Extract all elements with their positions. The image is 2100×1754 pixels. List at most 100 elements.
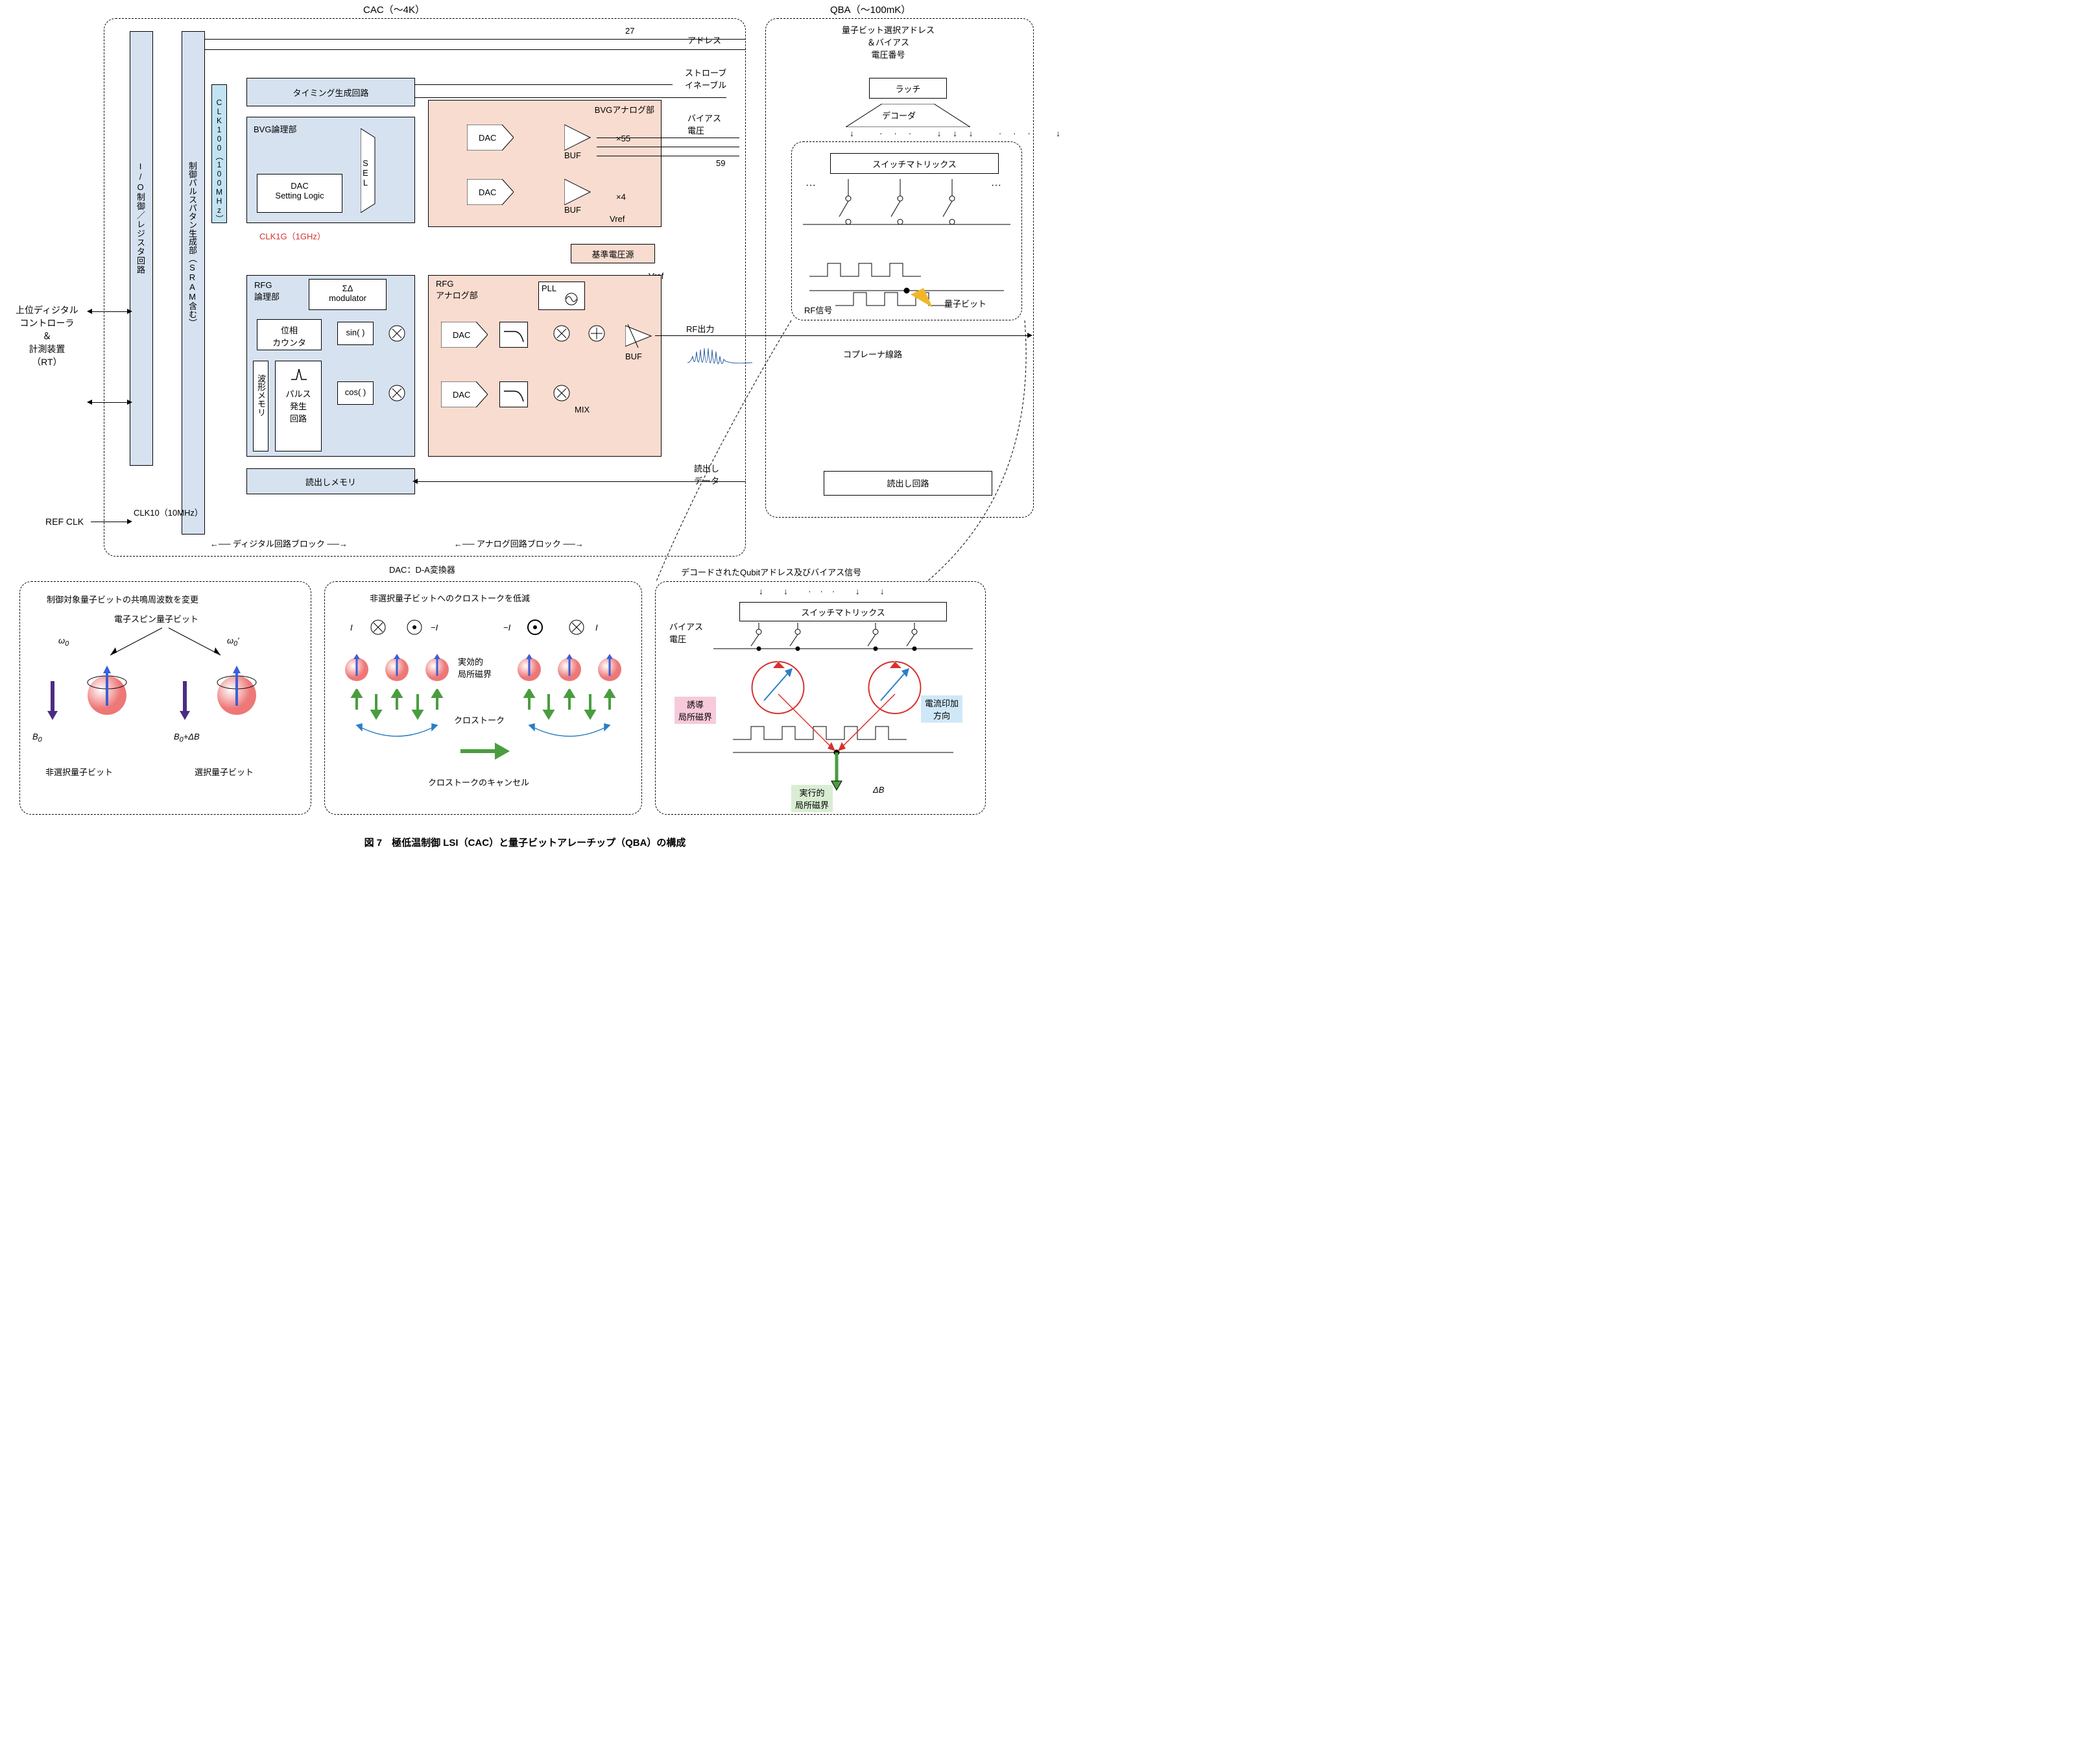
vref-label1: Vref [610, 214, 625, 224]
out-buf-label: BUF [625, 352, 642, 361]
rf-burst-icon [687, 346, 752, 379]
otimes-1 [370, 619, 387, 636]
qba-title: QBA（～100mK） [830, 3, 911, 16]
sel-qubit-label: 選択量子ビット [195, 765, 254, 778]
I1: I [350, 623, 353, 632]
omega0: ω0 [58, 636, 69, 648]
bus-address-label: アドレス [687, 34, 721, 46]
b0-label: B0 [32, 732, 42, 744]
qba-addr-label: 量子ビット選択アドレス ＆バイアス 電圧番号 [842, 23, 935, 60]
dac-setting-label: DAC Setting Logic [257, 181, 342, 200]
deltaB-label: ΔB [873, 785, 884, 795]
decoder-label: デコーダ [882, 109, 916, 121]
pll-label: PLL [542, 283, 556, 293]
sin-block: sin( ) [337, 322, 374, 345]
unsel-qubit-label: 非選択量子ビット [45, 765, 113, 778]
analog-block-label: ←── アナログ回路ブロック ──→ [454, 537, 584, 549]
mI1: −I [431, 623, 438, 632]
io-block: I/O制御／レジスタ回路 [130, 31, 153, 466]
bus-strobe-label: ストローブイネーブル [685, 66, 726, 91]
buf2 [564, 179, 597, 205]
mix1-icon [553, 324, 571, 342]
crosstalk-label: クロストーク [454, 714, 505, 726]
buf1 [564, 125, 597, 150]
digital-block-label: ←── ディジタル回路ブロック ──→ [210, 537, 348, 549]
switch-matrix-2: スイッチマトリックス [739, 602, 947, 621]
bvg-logic-label: BVG論理部 [254, 123, 296, 135]
bus-readout-label: 読出し データ [694, 462, 719, 487]
timing-block: タイミング生成回路 [246, 78, 415, 106]
wave-mem-label: 波形メモリ [255, 374, 267, 416]
rfg-analog-label: RFG アナログ部 [436, 279, 478, 301]
pll-block: PLL [538, 282, 585, 310]
effective-field-label: 実効的 局所磁界 [458, 655, 492, 680]
vref-block-label: 基準電圧源 [571, 248, 654, 260]
b0db-label: B0+ΔB [174, 732, 200, 744]
odot-1 [406, 619, 423, 636]
ref-clk-label: REF CLK [45, 516, 84, 527]
bottom-left-title: 制御対象量子ビットの共鳴周波数を変更 [47, 593, 198, 605]
spin-qubit-label: 電子スピン量子ビット [114, 612, 198, 625]
mI2: −I [503, 623, 510, 632]
sin-label: sin( ) [338, 328, 373, 337]
clk100-block: CLK100（100MHz） [211, 84, 227, 223]
clk1g-label: CLK1G（1GHz） [259, 230, 326, 242]
otimes-2 [568, 619, 585, 636]
cos-label: cos( ) [338, 387, 373, 397]
svg-text:DAC: DAC [479, 133, 496, 143]
pulse-block-label: 制御パルスパタン生成部（SRAM含む） [186, 162, 198, 327]
clk10-label: CLK10（10MHz） [134, 506, 203, 518]
phase-counter-label: 位相 カウンタ [257, 324, 321, 348]
rfg-logic-label: RFG 論理部 [254, 280, 280, 302]
adder-icon [588, 324, 606, 342]
pulse-block: 制御パルスパタン生成部（SRAM含む） [182, 31, 205, 535]
decoder-arrows: ↓ ··· ↓↓↓ ··· ↓ [850, 128, 1072, 138]
effective-label-2: 実行的 局所磁界 [791, 785, 833, 812]
svg-text:···: ··· [991, 180, 1001, 191]
switch-matrix-2-label: スイッチマトリックス [740, 606, 946, 618]
latch-block: ラッチ [869, 78, 947, 99]
spin-ball-2 [208, 662, 266, 720]
mix-label: MIX [575, 405, 590, 414]
spin-ball-1 [78, 662, 136, 720]
readout-circuit-block: 読出し回路 [824, 471, 992, 496]
dac-note-label: DAC：D-A変換器 [389, 563, 455, 575]
readout-mem-block: 読出しメモリ [246, 468, 415, 494]
buf2-label: BUF [564, 205, 581, 215]
bottom-right-title: デコードされたQubitアドレス及びバイアス信号 [681, 566, 861, 578]
io-block-label: I/O制御／レジスタ回路 [134, 162, 147, 274]
clk100-label: CLK100（100MHz） [214, 98, 225, 222]
sd-mod-label: ΣΔ modulator [309, 283, 386, 303]
timing-label: タイミング生成回路 [247, 86, 414, 99]
dac-setting-block: DAC Setting Logic [257, 174, 342, 213]
odot-2 [527, 619, 543, 636]
bus-bits-27: 27 [625, 26, 634, 36]
svg-text:···: ··· [805, 180, 816, 191]
lpf2 [499, 381, 528, 407]
dac1: DAC [467, 125, 514, 150]
readout-circuit-label: 読出し回路 [824, 477, 992, 489]
x4-label: ×4 [616, 192, 626, 202]
wave-mem-block: 波形メモリ [253, 361, 268, 451]
I2: I [595, 623, 598, 632]
induced-label: 誘導 局所磁界 [674, 697, 716, 724]
cac-title: CAC（～4K） [363, 3, 425, 16]
vref-block: 基準電圧源 [571, 244, 655, 263]
bvg-analog-block: BVGアナログ部 [428, 100, 662, 227]
rf-output-label: RF出力 [686, 322, 714, 335]
mix2-icon [553, 384, 571, 402]
bias-label-2: バイアス 電圧 [669, 620, 703, 645]
svg-text:DAC: DAC [479, 187, 496, 197]
omega0p: ω0′ [227, 636, 239, 648]
current-dir-label: 電流印加 方向 [921, 695, 962, 723]
sel-label: SEL [361, 158, 370, 187]
pulse-gen-block: パルス 発生 回路 [275, 361, 322, 451]
latch-label: ラッチ [870, 82, 946, 95]
out-buf [625, 322, 658, 350]
switch-matrix-1: スイッチマトリックス [830, 153, 999, 174]
bus-bias-label: バイアス 電圧 [687, 112, 721, 136]
left-controller-label: 上位ディジタル コントローラ ＆ 計測装置 （RT） [16, 304, 78, 368]
decoded-arrows: ↓ ↓ ··· ↓ ↓ [759, 586, 893, 596]
mult-icon-2 [388, 384, 406, 402]
bvg-analog-label: BVGアナログ部 [595, 103, 654, 115]
